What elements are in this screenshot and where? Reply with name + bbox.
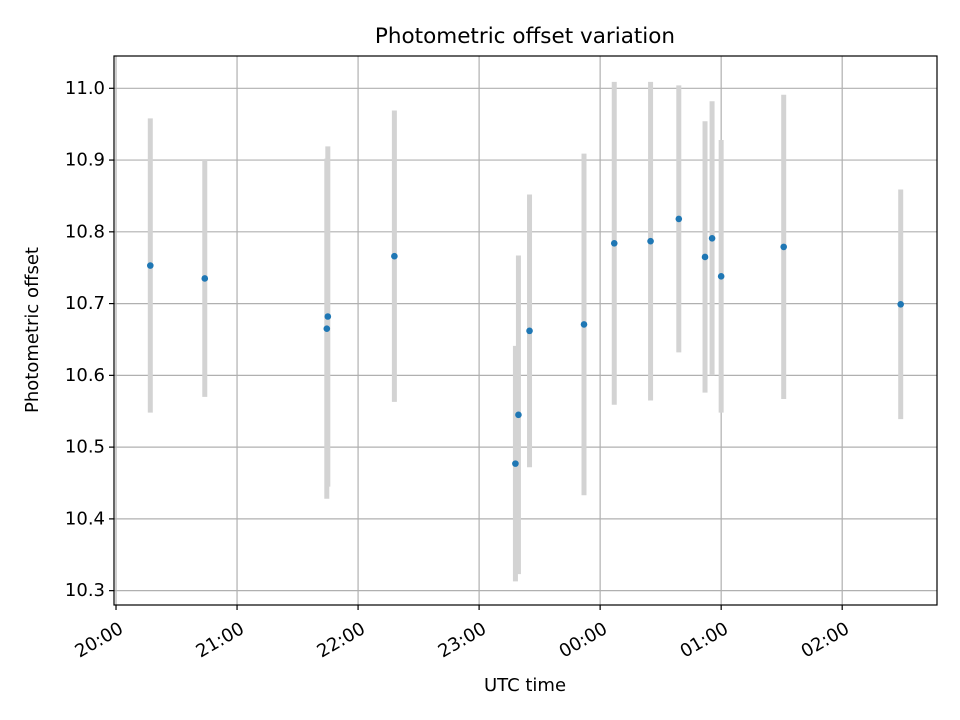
data-point <box>147 262 154 269</box>
y-tick-label: 10.5 <box>65 437 105 458</box>
data-point <box>512 460 519 467</box>
data-point <box>780 243 787 251</box>
data-point <box>580 321 588 328</box>
y-tick-label: 10.4 <box>65 508 105 529</box>
data-point <box>610 240 618 247</box>
y-tick-label: 10.8 <box>65 221 105 242</box>
y-tick-label: 10.6 <box>65 365 105 386</box>
y-axis-label: Photometric offset <box>22 247 43 413</box>
y-axis-ticks: 10.3 10.4 10.5 10.6 10.7 10.8 10.9 11.0 <box>65 78 114 601</box>
data-point <box>391 252 398 260</box>
plot-frame <box>113 55 938 606</box>
data-point <box>701 253 709 261</box>
y-tick-label: 10.9 <box>65 150 105 171</box>
data-point <box>323 325 331 333</box>
y-tick-label: 11.0 <box>65 78 105 99</box>
data-point <box>708 234 716 242</box>
data-point <box>675 215 683 223</box>
data-points <box>147 215 904 467</box>
data-point <box>526 327 533 335</box>
chart-title: Photometric offset variation <box>375 24 675 49</box>
data-point <box>515 411 522 419</box>
data-point <box>324 313 332 320</box>
x-axis-label: UTC time <box>484 675 566 696</box>
data-point <box>647 237 654 245</box>
data-point <box>201 275 209 282</box>
data-point <box>897 301 904 308</box>
y-tick-label: 10.3 <box>65 580 105 601</box>
data-point <box>717 273 725 280</box>
y-tick-label: 10.7 <box>65 293 105 314</box>
